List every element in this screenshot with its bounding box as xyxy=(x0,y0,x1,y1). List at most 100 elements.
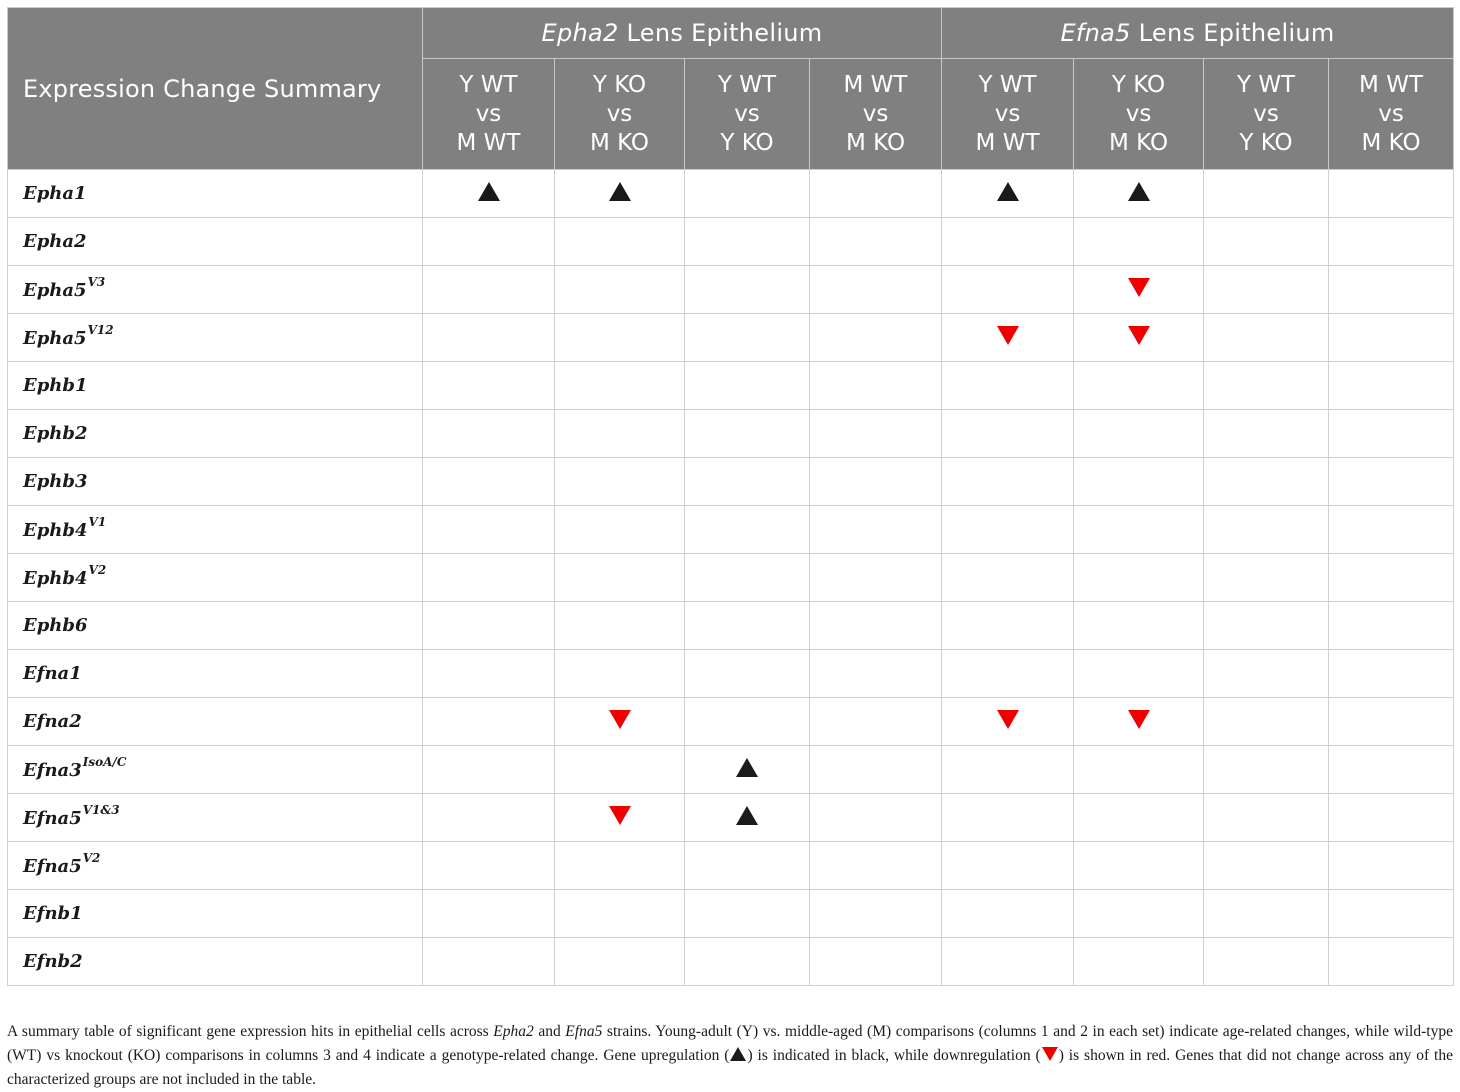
expression-cell xyxy=(1073,793,1205,842)
expression-cell xyxy=(1203,841,1330,890)
summary-table-container: Expression Change Summary Epha2 Lens Epi… xyxy=(7,7,1455,986)
comparison-header-line3: M KO xyxy=(1361,129,1421,156)
gene-name-cell: Ephb4V2 xyxy=(7,553,423,602)
comparison-header-line2: vs xyxy=(1253,100,1279,127)
gene-name: Ephb3 xyxy=(23,471,88,492)
expression-summary-table: Expression Change Summary Epha2 Lens Epi… xyxy=(7,7,1455,986)
expression-cell xyxy=(1328,265,1455,314)
expression-cell xyxy=(941,697,1075,746)
table-row: Efna1 xyxy=(7,649,1455,698)
gene-variant-superscript: V1&3 xyxy=(82,803,120,817)
expression-cell xyxy=(684,697,810,746)
expression-cell xyxy=(1073,217,1205,266)
gene-name-cell: Ephb2 xyxy=(7,409,423,458)
expression-cell xyxy=(1203,553,1330,602)
expression-cell xyxy=(1328,313,1455,362)
expression-cell xyxy=(684,409,810,458)
expression-cell xyxy=(684,217,810,266)
expression-cell xyxy=(1073,553,1205,602)
expression-cell xyxy=(941,937,1075,986)
expression-cell xyxy=(1203,697,1330,746)
expression-cell xyxy=(684,313,810,362)
expression-cell xyxy=(1203,505,1330,554)
expression-cell xyxy=(1203,649,1330,698)
expression-cell xyxy=(808,889,943,938)
expression-cell xyxy=(1073,505,1205,554)
gene-name: Ephb6 xyxy=(23,615,88,636)
expression-cell xyxy=(684,265,810,314)
expression-cell xyxy=(808,457,943,506)
expression-cell xyxy=(1073,649,1205,698)
table-row: Ephb4V2 xyxy=(7,553,1455,602)
expression-cell xyxy=(1328,697,1455,746)
expression-cell xyxy=(554,793,685,842)
comparison-header-line3: Y KO xyxy=(720,129,774,156)
corner-header: Expression Change Summary xyxy=(7,7,423,170)
expression-cell xyxy=(554,505,685,554)
expression-cell xyxy=(808,505,943,554)
expression-cell xyxy=(1073,697,1205,746)
gene-name-cell: Epha5V12 xyxy=(7,313,423,362)
expression-cell xyxy=(554,169,685,218)
expression-cell xyxy=(808,841,943,890)
expression-cell xyxy=(941,313,1075,362)
expression-cell xyxy=(1328,937,1455,986)
comparison-header-line1: M WT xyxy=(1359,71,1423,98)
expression-cell xyxy=(422,505,555,554)
table-row: Ephb1 xyxy=(7,361,1455,410)
expression-cell xyxy=(684,841,810,890)
expression-cell xyxy=(1073,601,1205,650)
expression-cell xyxy=(808,649,943,698)
expression-cell xyxy=(1203,793,1330,842)
table-row: Efnb2 xyxy=(7,937,1455,986)
expression-cell xyxy=(684,793,810,842)
group-header-efna5-gene: Efna5 xyxy=(1060,19,1131,47)
expression-cell xyxy=(554,745,685,794)
comparison-header-line3: M WT xyxy=(456,129,521,156)
table-row: Efna2 xyxy=(7,697,1455,746)
expression-cell xyxy=(422,361,555,410)
comparison-header-line2: vs xyxy=(475,100,502,127)
table-row: Epha2 xyxy=(7,217,1455,266)
gene-name-cell: Efnb2 xyxy=(7,937,423,986)
downregulation-triangle-icon xyxy=(608,709,631,729)
expression-cell xyxy=(1328,169,1455,218)
gene-name: Efna1 xyxy=(23,663,82,684)
gene-name: Ephb1 xyxy=(23,375,88,396)
expression-cell xyxy=(554,937,685,986)
expression-cell xyxy=(1328,793,1455,842)
comparison-header-line3: M KO xyxy=(589,129,650,156)
caption-text-2: and xyxy=(533,1023,566,1040)
downregulation-triangle-icon xyxy=(1127,709,1150,729)
comparison-header-1: Y WT vs M WT xyxy=(422,58,555,170)
expression-cell xyxy=(941,889,1075,938)
gene-name-cell: Ephb1 xyxy=(7,361,423,410)
gene-variant-superscript: V12 xyxy=(87,323,114,337)
gene-name: Efnb1 xyxy=(23,903,83,924)
expression-cell xyxy=(422,265,555,314)
expression-cell xyxy=(684,505,810,554)
expression-cell xyxy=(808,793,943,842)
table-row: Efnb1 xyxy=(7,889,1455,938)
expression-cell xyxy=(808,265,943,314)
gene-name: Epha5 xyxy=(23,280,87,301)
table-row: Epha5V12 xyxy=(7,313,1455,362)
gene-name-cell: Efna5V2 xyxy=(7,841,423,890)
table-row: Ephb2 xyxy=(7,409,1455,458)
gene-name-cell: Epha1 xyxy=(7,169,423,218)
comparison-header-row: Y WT vs M WT Y KO vs M KO Y WT vs Y KO M WT vs M KO… xyxy=(8,58,1455,170)
expression-cell xyxy=(1328,601,1455,650)
downregulation-triangle-icon xyxy=(996,709,1019,729)
table-row: Epha1 xyxy=(7,169,1455,218)
expression-cell xyxy=(941,793,1075,842)
expression-cell xyxy=(684,937,810,986)
expression-cell xyxy=(941,265,1075,314)
expression-cell xyxy=(422,217,555,266)
expression-cell xyxy=(422,937,555,986)
expression-cell xyxy=(1203,601,1330,650)
expression-cell xyxy=(554,889,685,938)
comparison-header-line3: M KO xyxy=(1108,129,1169,156)
caption-gene-efna5: Efna5 xyxy=(565,1023,603,1040)
expression-cell xyxy=(1073,841,1205,890)
gene-variant-superscript: V1 xyxy=(88,515,107,529)
